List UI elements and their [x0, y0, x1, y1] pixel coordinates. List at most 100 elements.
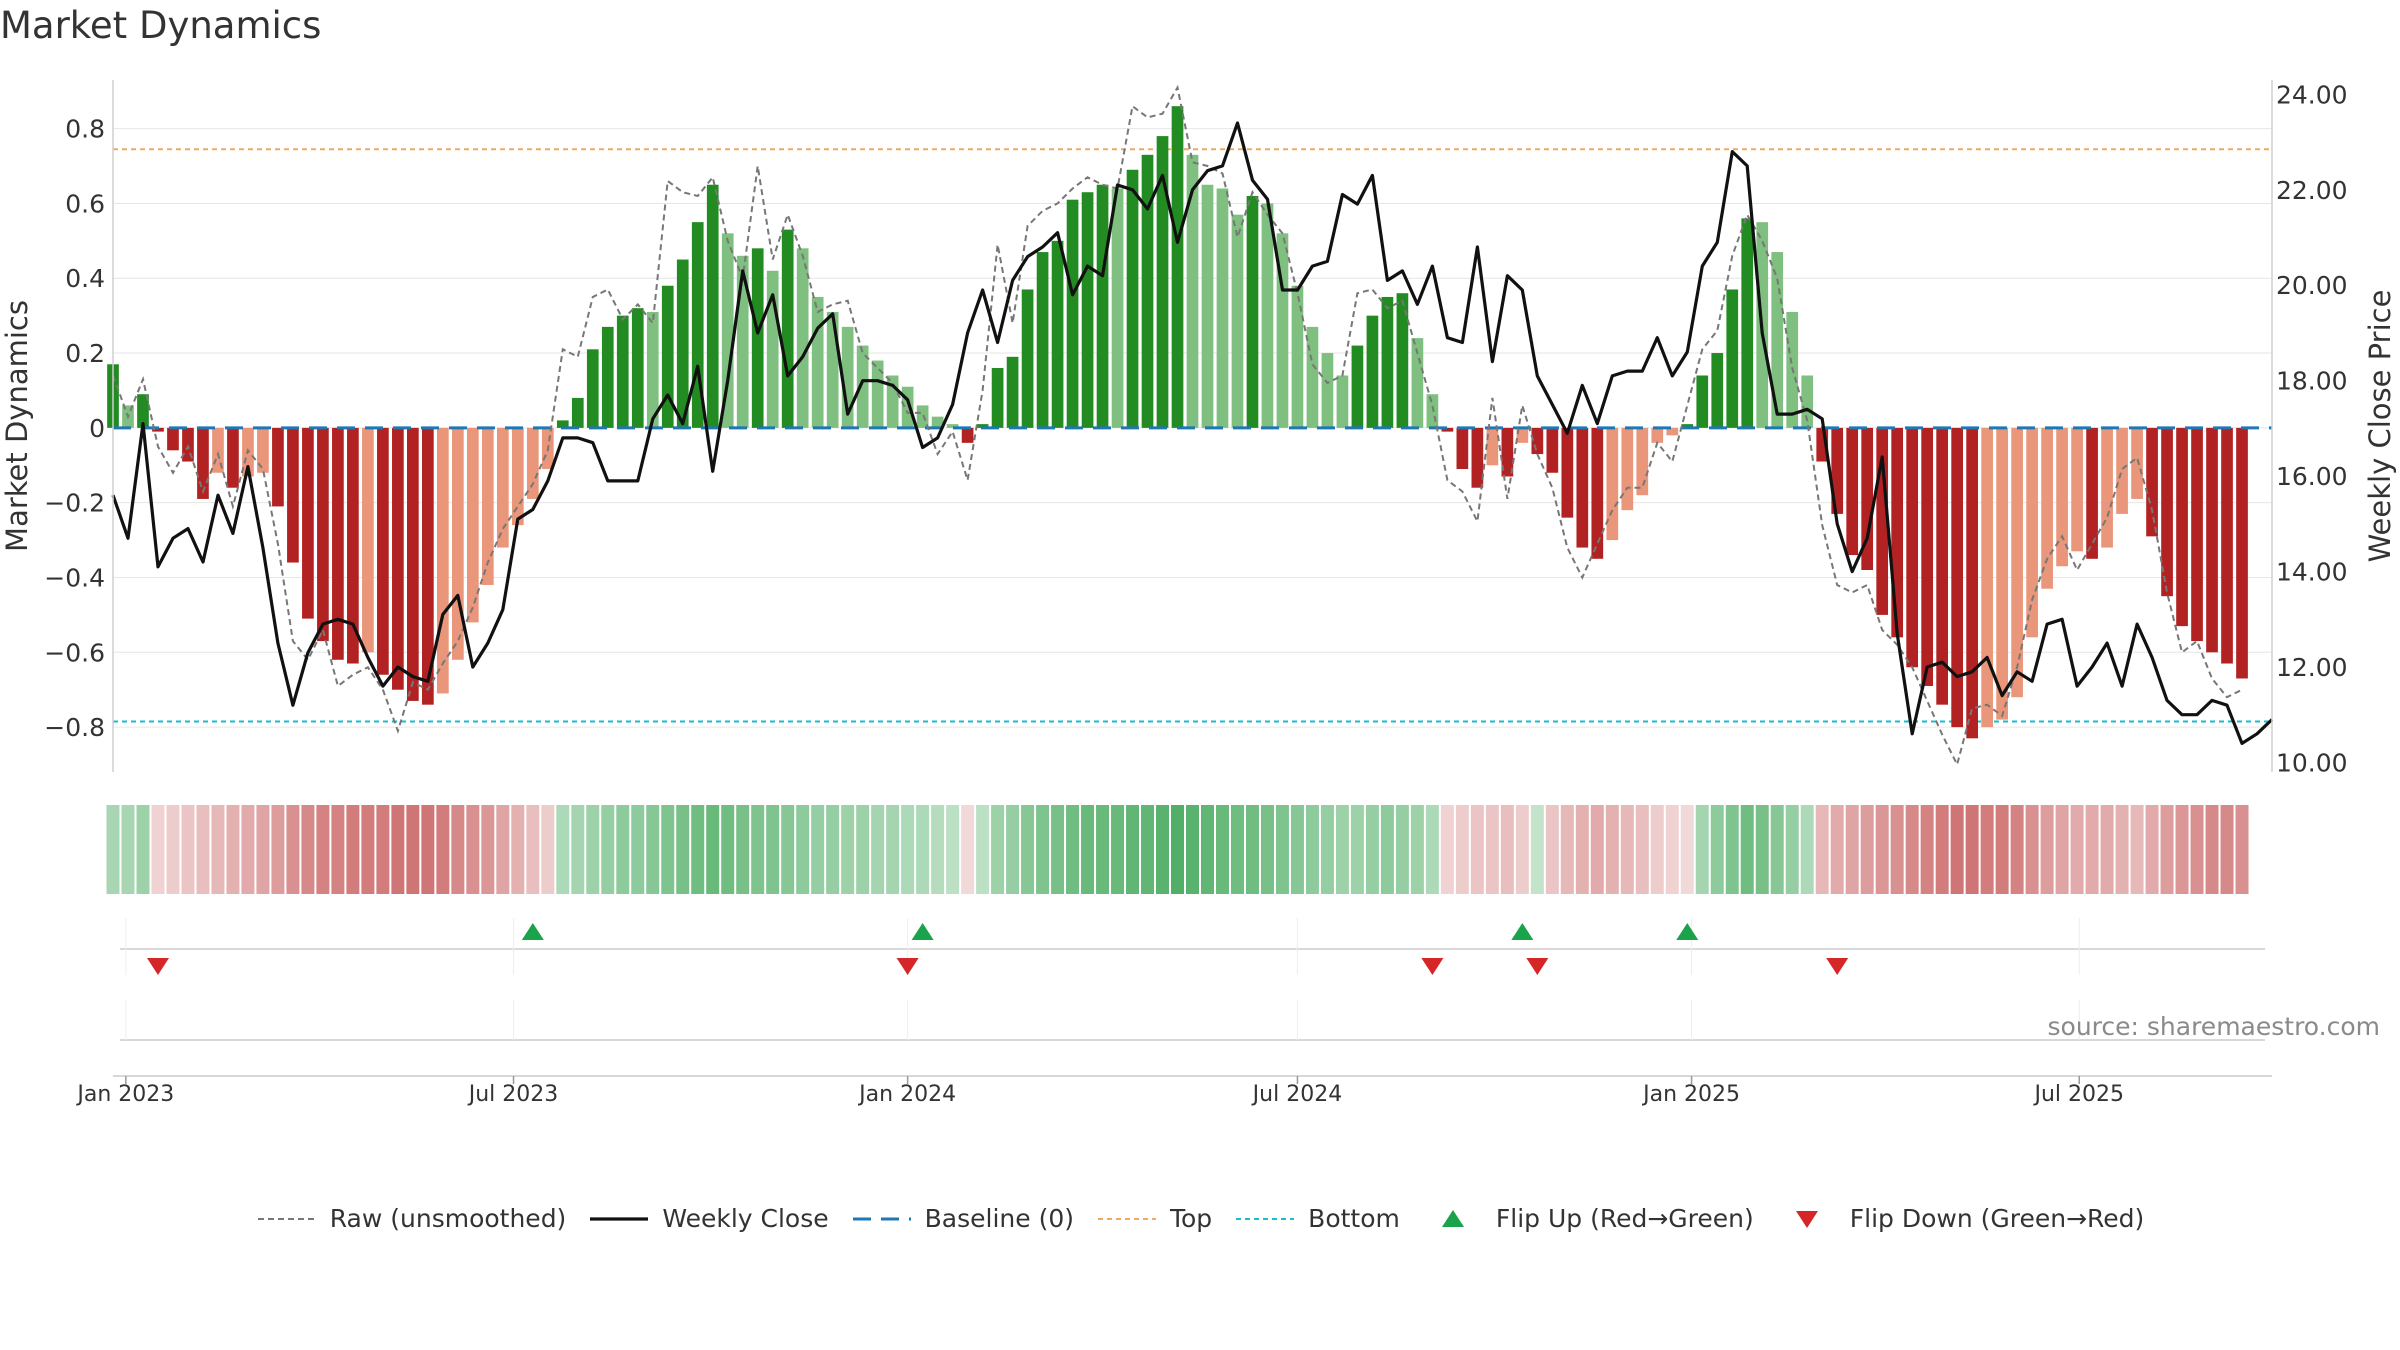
momentum-bar	[257, 427, 269, 473]
momentum-bar	[2101, 427, 2113, 548]
sentiment-cell	[1440, 805, 1454, 894]
sentiment-cell	[1200, 805, 1214, 894]
momentum-bar	[1006, 356, 1019, 428]
sentiment-cell	[931, 805, 945, 894]
momentum-bar	[511, 427, 524, 526]
sentiment-cell	[1725, 805, 1739, 894]
momentum-bar	[856, 345, 869, 428]
legend-swatch-top	[1097, 1217, 1156, 1220]
momentum-bar	[347, 427, 359, 664]
sentiment-cell	[256, 805, 270, 894]
momentum-bar	[1981, 427, 1993, 728]
sentiment-cell	[1275, 805, 1289, 894]
sentiment-cell	[1650, 805, 1664, 894]
source-label: source: sharemaestro.com	[2047, 1012, 2381, 1041]
momentum-bar	[362, 427, 374, 653]
momentum-bar	[1726, 289, 1739, 428]
sentiment-cell	[1126, 805, 1140, 894]
momentum-bar	[826, 311, 839, 428]
sentiment-cell	[1051, 805, 1065, 894]
momentum-bar	[1891, 427, 1904, 638]
legend-swatch-close	[590, 1216, 649, 1221]
momentum-bar	[1396, 293, 1409, 428]
sentiment-cell	[2010, 805, 2024, 894]
momentum-bar	[197, 427, 209, 499]
momentum-bar	[302, 427, 314, 619]
sentiment-cell	[1186, 805, 1199, 894]
sentiment-cell	[871, 805, 885, 894]
sentiment-cell	[781, 805, 795, 894]
momentum-bar	[1921, 427, 1934, 686]
legend-item-top: Top	[1096, 1204, 1212, 1233]
legend-swatch-flip-up	[1441, 1209, 1464, 1227]
x-tick-label: Jul 2025	[2032, 1082, 2124, 1107]
sentiment-cell	[1800, 805, 1814, 894]
y2-tick-label: 24.00	[2276, 80, 2348, 109]
sentiment-cell	[1066, 805, 1080, 894]
x-tick-label: Jul 2023	[467, 1082, 559, 1107]
legend-swatch-baseline	[852, 1217, 911, 1220]
momentum-bar	[2026, 427, 2038, 638]
sentiment-cell	[1935, 805, 1949, 894]
sentiment-cell	[2100, 805, 2114, 894]
chart-legend: Raw (unsmoothed) Weekly Close Baseline (0)…	[0, 1204, 2400, 1233]
momentum-bar	[616, 315, 629, 428]
momentum-bar	[946, 424, 959, 428]
sentiment-cell	[1860, 805, 1874, 894]
momentum-bar	[2131, 427, 2143, 499]
sentiment-cell	[1515, 805, 1529, 894]
momentum-bar	[1696, 375, 1709, 428]
momentum-bar	[1846, 427, 1859, 556]
momentum-bar	[1771, 252, 1784, 428]
momentum-bar	[646, 311, 659, 428]
momentum-bar	[392, 427, 404, 690]
legend-item-flip-up: Flip Up (Red→Green)	[1422, 1204, 1754, 1233]
momentum-bar	[2221, 427, 2233, 664]
momentum-bar	[1966, 427, 1978, 739]
sentiment-cell	[1695, 805, 1709, 894]
momentum-bar	[137, 394, 149, 428]
sentiment-cell	[1875, 805, 1889, 894]
sentiment-cell	[946, 805, 960, 894]
momentum-bar	[407, 427, 419, 701]
sentiment-cell	[1365, 805, 1379, 894]
momentum-bar	[1426, 394, 1439, 428]
momentum-bar	[526, 427, 539, 499]
sentiment-cell	[301, 805, 315, 894]
momentum-bar	[1546, 427, 1559, 473]
sentiment-cell	[1485, 805, 1499, 894]
y-axis-title: Market Dynamics	[0, 300, 34, 552]
momentum-bar	[991, 368, 1004, 428]
axes: 0.8 0.6 0.4 0.2 0 −0.2 −0.4 −0.6 −0.8 24.00 22.00 2…	[0, 80, 2397, 777]
momentum-bar	[1201, 184, 1214, 428]
flip-down-marker	[1526, 958, 1549, 975]
sentiment-cell	[1245, 805, 1259, 894]
sentiment-cell	[646, 805, 660, 894]
sentiment-cell	[2055, 805, 2069, 894]
sentiment-cell	[1455, 805, 1469, 894]
sentiment-cell	[1006, 805, 1020, 894]
sentiment-cell	[1215, 805, 1229, 894]
y-tick-label: 0.8	[65, 115, 105, 144]
y2-tick-label: 20.00	[2276, 271, 2348, 300]
y-tick-label: −0.4	[44, 563, 105, 592]
flip-down-marker	[1421, 958, 1444, 975]
sentiment-cell	[1605, 805, 1619, 894]
momentum-bar	[1636, 427, 1649, 496]
sentiment-cell	[1620, 805, 1634, 894]
momentum-bar	[1666, 427, 1679, 436]
y2-tick-label: 16.00	[2276, 462, 2348, 491]
sentiment-cell	[1021, 805, 1035, 894]
momentum-bar	[2041, 427, 2053, 589]
momentum-bar	[1111, 188, 1124, 428]
momentum-bar	[1486, 427, 1499, 466]
sentiment-cell	[1845, 805, 1859, 894]
momentum-bar	[781, 229, 794, 428]
momentum-bar	[1306, 326, 1319, 428]
momentum-bar	[1741, 218, 1754, 428]
momentum-bar	[1141, 154, 1154, 428]
momentum-bar	[332, 427, 344, 660]
momentum-bar	[1351, 345, 1364, 428]
sentiment-cell	[961, 805, 975, 894]
sentiment-cell	[1995, 805, 2009, 894]
